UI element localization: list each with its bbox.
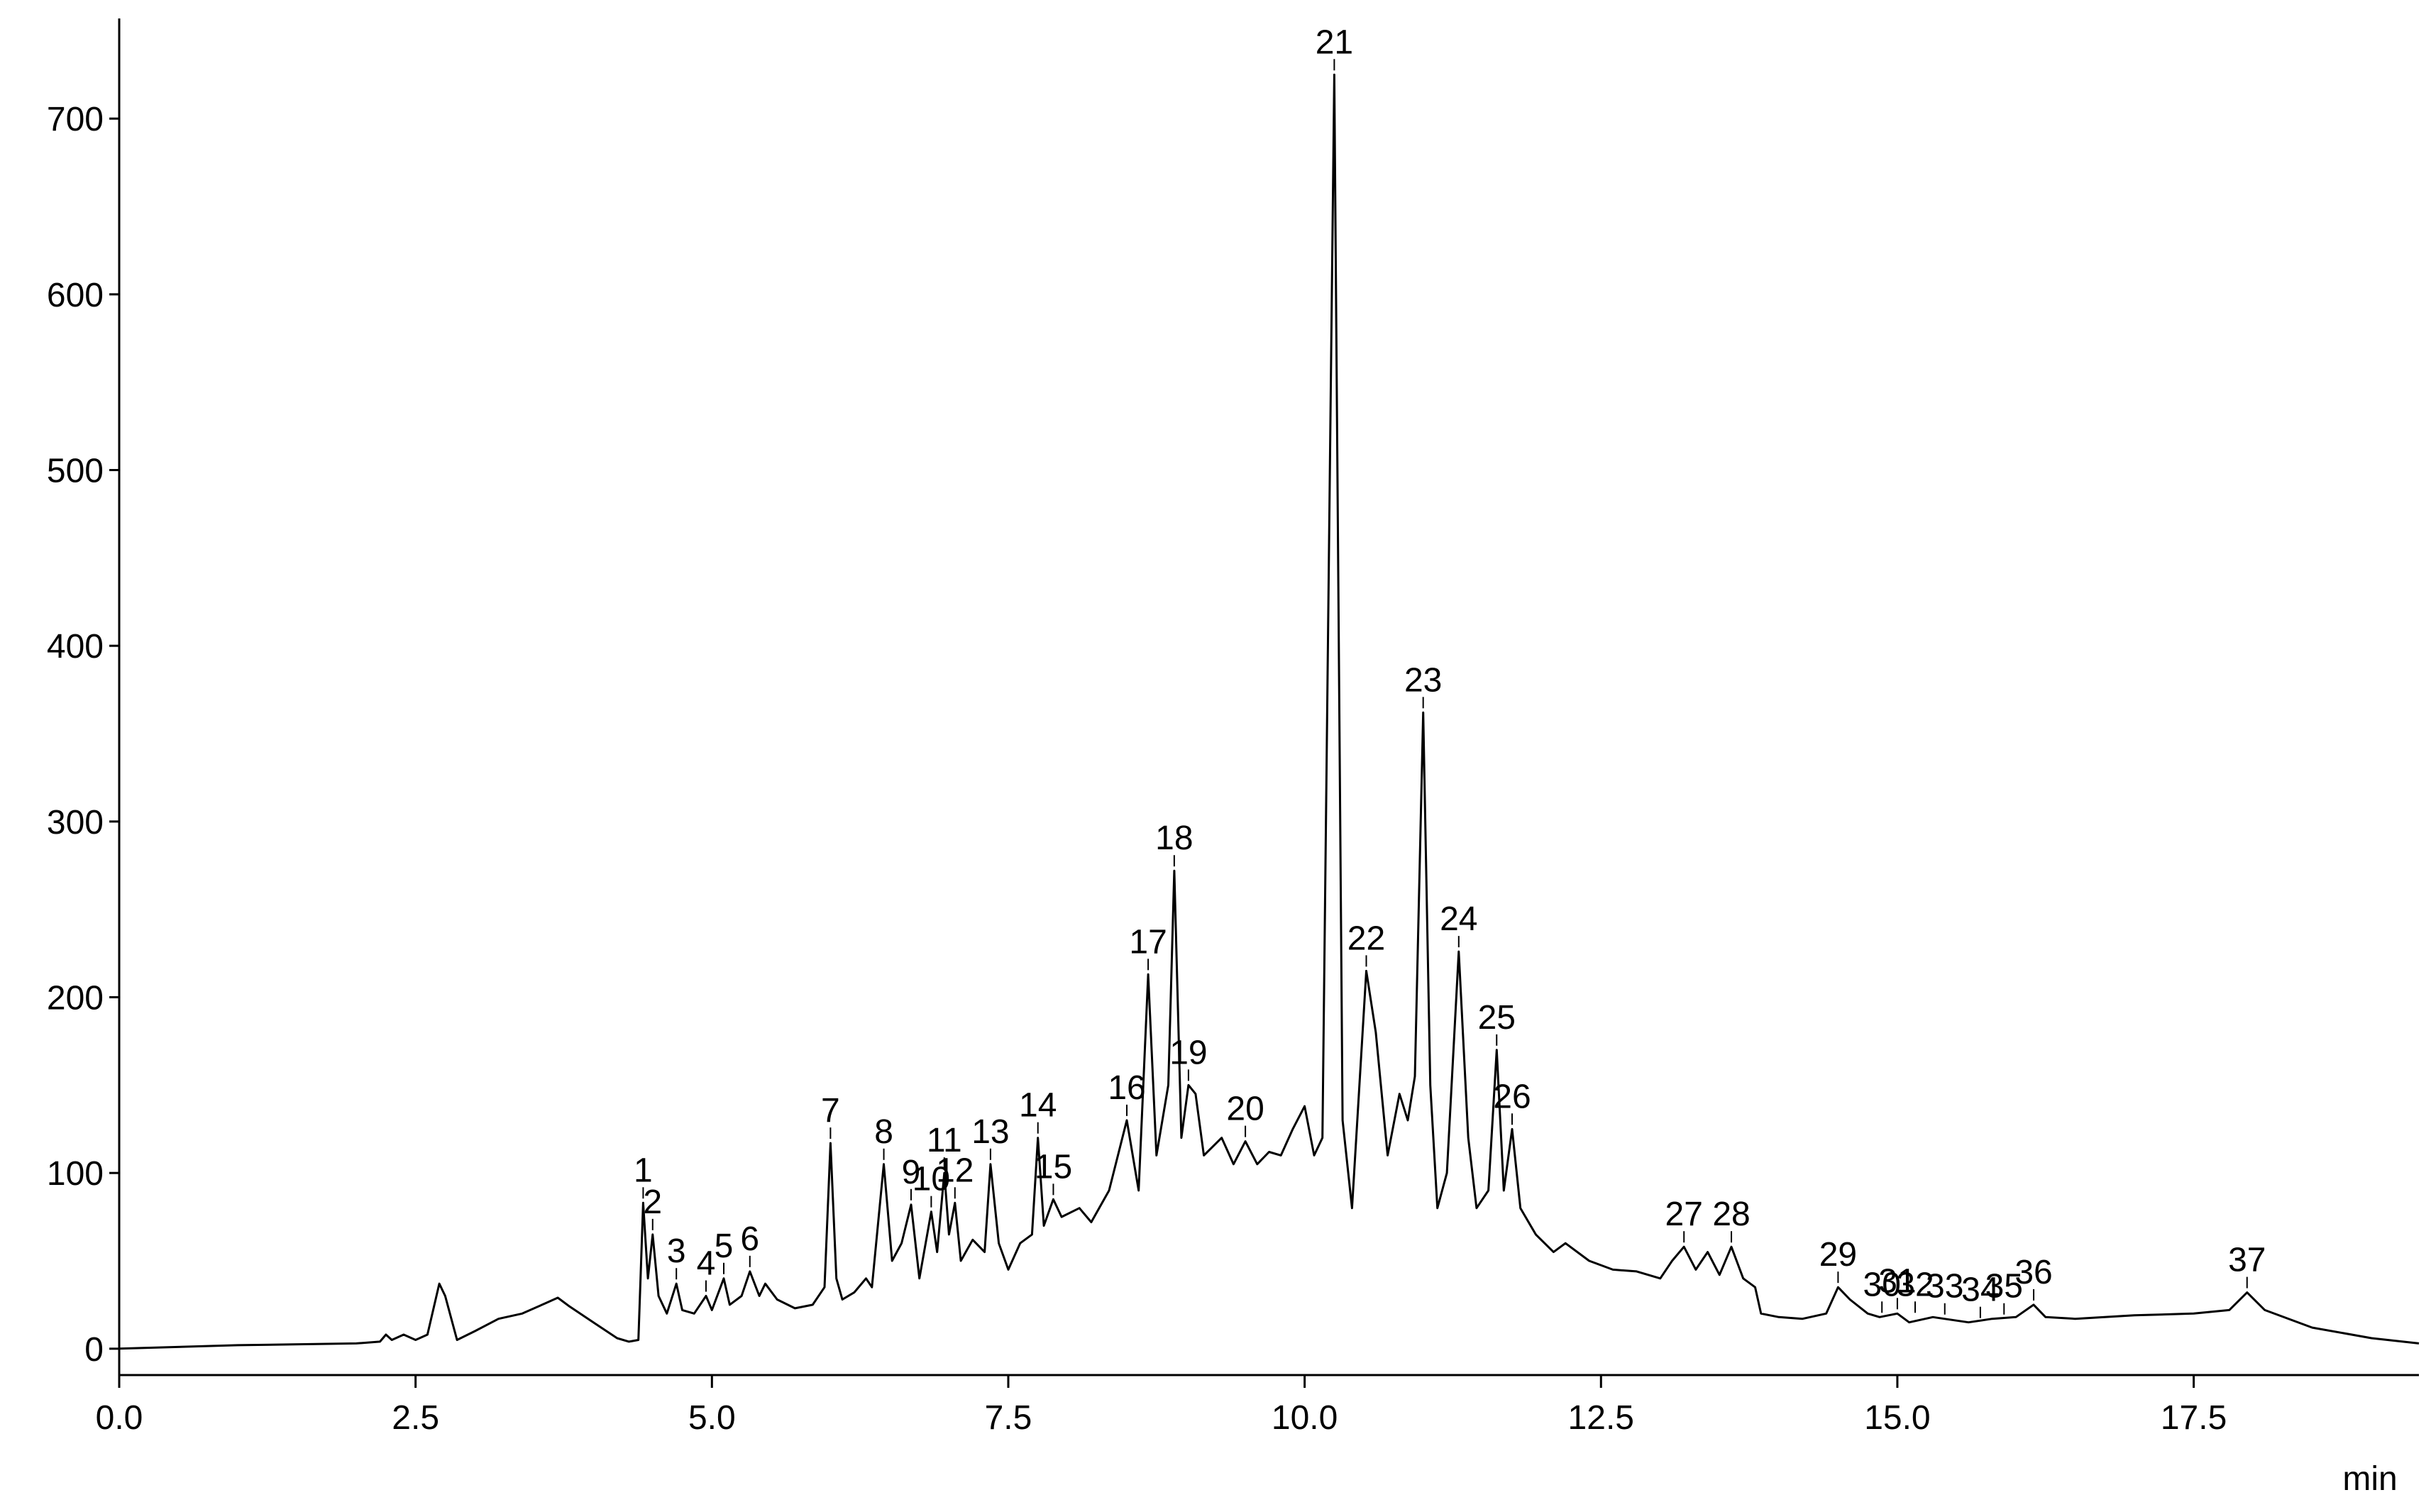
peak-label: 21	[1316, 23, 1353, 61]
peak-label: 2	[643, 1183, 662, 1221]
y-tick-label: 300	[47, 804, 104, 841]
peak-label: 9	[902, 1154, 921, 1191]
peak-label: 13	[971, 1113, 1009, 1151]
y-tick-label: 400	[47, 628, 104, 666]
y-tick-label: 200	[47, 980, 104, 1017]
peak-label: 25	[1478, 999, 1516, 1037]
peak-label: 20	[1226, 1091, 1264, 1128]
peak-label: 15	[1035, 1148, 1072, 1186]
peak-label: 17	[1129, 923, 1167, 961]
peak-label: 12	[936, 1152, 974, 1189]
y-tick-label: 700	[47, 101, 104, 138]
peak-label: 28	[1712, 1196, 1750, 1233]
x-tick-label: 0.0	[96, 1399, 143, 1437]
peak-label: 33	[1926, 1268, 1963, 1306]
peak-label: 24	[1440, 900, 1477, 938]
trace-line	[118, 73, 2420, 1350]
peak-label: 30	[1863, 1266, 1901, 1303]
x-tick-label: 17.5	[2161, 1399, 2227, 1437]
peak-label: 19	[1169, 1034, 1207, 1071]
peak-label: 31	[1878, 1262, 1916, 1300]
peak-label: 22	[1347, 920, 1385, 957]
peak-label: 35	[1985, 1268, 2023, 1306]
peak-label: 6	[740, 1220, 759, 1258]
y-tick-label: 0	[84, 1331, 104, 1369]
x-tick-label: 2.5	[392, 1399, 439, 1437]
x-tick-label: 10.0	[1272, 1399, 1338, 1437]
x-tick-label: 12.5	[1568, 1399, 1634, 1437]
peak-label: 14	[1019, 1087, 1057, 1125]
peak-label: 5	[715, 1227, 734, 1265]
x-tick-label: 5.0	[688, 1399, 736, 1437]
x-axis-label: min	[2342, 1460, 2397, 1498]
peak-label: 18	[1155, 820, 1193, 857]
y-tick-label: 600	[47, 277, 104, 314]
peak-label: 36	[2014, 1254, 2052, 1291]
x-tick-label: 7.5	[985, 1399, 1032, 1437]
y-tick-label: 500	[47, 453, 104, 490]
peak-label: 26	[1493, 1078, 1531, 1115]
peak-label: 16	[1108, 1069, 1145, 1107]
peak-label: 27	[1665, 1196, 1703, 1233]
peak-label: 8	[874, 1113, 893, 1151]
x-tick-label: 15.0	[1864, 1399, 1930, 1437]
peak-label: 1	[634, 1152, 653, 1189]
peak-label: 37	[2228, 1242, 2266, 1279]
peak-label: 7	[821, 1092, 840, 1130]
peak-label: 11	[927, 1122, 962, 1159]
peak-label: 29	[1819, 1236, 1857, 1274]
peak-label: 3	[667, 1232, 686, 1270]
peak-label: 34	[1961, 1271, 1999, 1309]
y-tick-label: 100	[47, 1155, 104, 1193]
peak-label: 32	[1896, 1266, 1934, 1303]
peak-label: 23	[1404, 661, 1442, 699]
peak-label: 4	[697, 1245, 716, 1283]
